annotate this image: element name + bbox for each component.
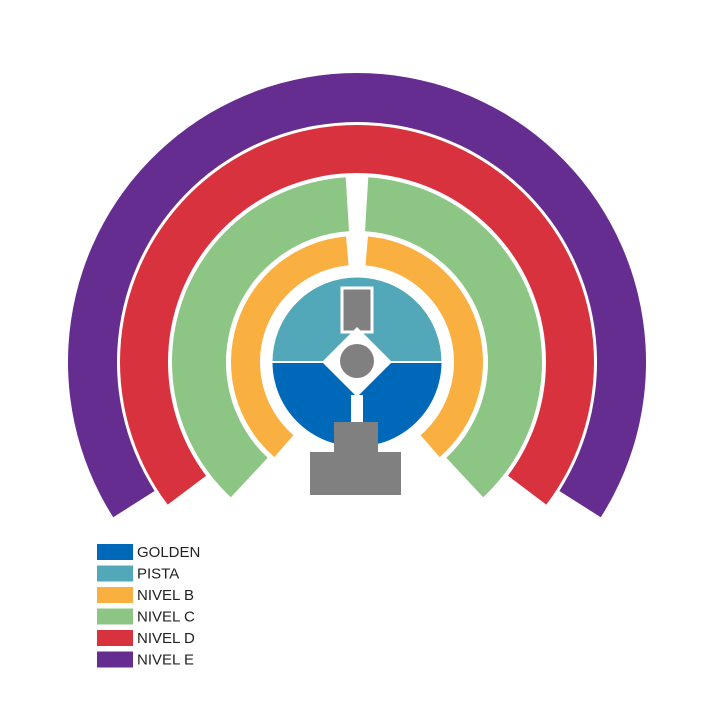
legend-swatch xyxy=(97,544,133,560)
stage-walkway xyxy=(351,395,363,425)
stage-base xyxy=(310,452,401,495)
stage-top xyxy=(340,286,374,334)
legend-label: GOLDEN xyxy=(137,544,200,561)
legend: GOLDEN PISTA NIVEL B NIVEL C NIVEL D NIVEL E xyxy=(97,544,200,668)
stage-center xyxy=(340,344,374,378)
section-nivel-b[interactable] xyxy=(365,236,484,458)
legend-label: NIVEL D xyxy=(137,630,195,647)
legend-label: NIVEL E xyxy=(137,651,194,668)
section-nivel-b[interactable] xyxy=(230,236,349,458)
legend-label: NIVEL C xyxy=(137,608,195,625)
stage-front xyxy=(334,422,378,454)
legend-swatch xyxy=(97,630,133,646)
section-nivel-e[interactable] xyxy=(67,73,647,518)
legend-swatch xyxy=(97,651,133,668)
legend-label: NIVEL B xyxy=(137,587,194,604)
section-nivel-c[interactable] xyxy=(364,177,543,498)
legend-swatch xyxy=(97,608,133,625)
section-nivel-c[interactable] xyxy=(172,177,350,498)
legend-swatch xyxy=(97,587,133,603)
section-nivel-d[interactable] xyxy=(120,124,595,505)
sections xyxy=(67,73,647,518)
legend-swatch xyxy=(97,565,133,582)
stage xyxy=(310,286,401,495)
legend-label: PISTA xyxy=(137,565,179,582)
